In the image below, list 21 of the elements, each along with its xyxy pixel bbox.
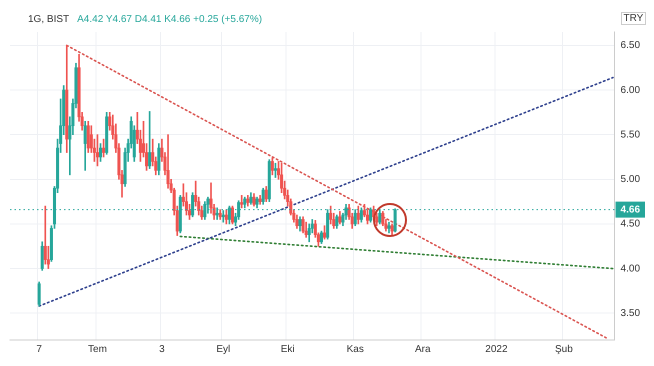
x-tick-label: Eyl (216, 344, 230, 355)
x-tick-label: Şub (555, 344, 574, 355)
x-tick-label: Eki (280, 344, 295, 355)
chart-subtitle: A4.42 Y4.67 D4.41 K4.66 +0.25 (+5.67%) (77, 14, 262, 25)
x-tick-label: Ara (414, 344, 431, 355)
y-tick-label: 6.00 (620, 84, 640, 96)
chart-title: 1G, BIST (28, 14, 70, 25)
y-tick-label: 3.50 (620, 308, 640, 319)
candlestick (96, 134, 99, 166)
x-tick-label: 3 (159, 344, 166, 355)
y-tick-label: 5.00 (620, 174, 640, 186)
y-axis-title: TRY (620, 12, 646, 25)
x-tick-label: Kas (346, 344, 364, 355)
y-tick-label: 6.50 (620, 40, 640, 52)
x-tick-label: Tem (88, 344, 107, 355)
y-tick-label: 4.50 (620, 218, 640, 230)
ref-line-label: 4.66 (620, 204, 640, 216)
x-tick-label: 2022 (485, 344, 508, 355)
x-tick-label: 7 (36, 344, 42, 355)
y-tick-label: 4.00 (620, 263, 640, 274)
y-tick-label: 5.50 (620, 129, 640, 140)
